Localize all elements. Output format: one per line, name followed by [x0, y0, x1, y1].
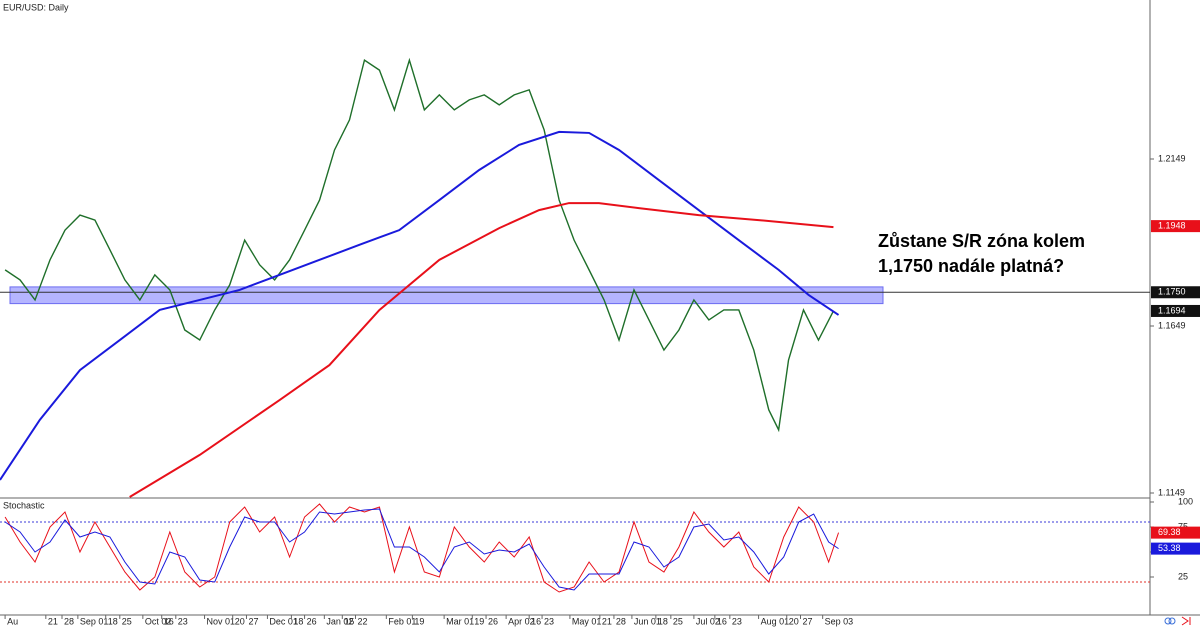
x-tick-label: 18 — [658, 616, 668, 626]
sr-zone — [9, 286, 884, 305]
series-line — [4, 57, 835, 433]
x-tick-label: 23 — [178, 616, 188, 626]
x-tick-label: May 01 — [572, 616, 602, 626]
x-tick-label: 27 — [803, 616, 813, 626]
x-tick-label: Mar 01 — [446, 616, 474, 626]
y-tick-label: 1.2149 — [1158, 153, 1186, 163]
price-tag — [1151, 220, 1200, 233]
x-tick-label: 16 — [164, 616, 174, 626]
price-tag — [1151, 526, 1200, 539]
x-tick-label: 16 — [717, 616, 727, 626]
price-tag-label: 1.1948 — [1158, 220, 1186, 230]
icon — [1164, 617, 1172, 625]
x-tick-label: Jun 01 — [634, 616, 661, 626]
series-line — [129, 202, 834, 498]
x-tick-label: 16 — [531, 616, 541, 626]
x-tick-label: Au — [7, 616, 18, 626]
toolbar-icons — [1164, 616, 1191, 626]
x-tick-label: 18 — [293, 616, 303, 626]
x-tick-label: 25 — [673, 616, 683, 626]
annotation-line: Zůstane S/R zóna kolem — [878, 231, 1086, 251]
price-tag — [1151, 304, 1200, 317]
y-tick-label: 1.1149 — [1158, 487, 1185, 497]
x-tick-label: Jul 02 — [696, 616, 720, 626]
price-tag-label: 53.38 — [1158, 543, 1181, 553]
x-tick-label: 20 — [235, 616, 245, 626]
x-tick-label: 15 — [344, 616, 354, 626]
x-tick-label: 21 — [48, 616, 58, 626]
x-tick-label: 21 — [602, 616, 612, 626]
price-tag — [1151, 542, 1200, 555]
stochastic-title: Stochastic — [3, 500, 45, 510]
chart-title: EUR/USD: Daily — [3, 2, 69, 12]
y-tick-label: 75 — [1178, 521, 1188, 531]
x-tick-label: 22 — [357, 616, 367, 626]
x-tick-label: Sep 03 — [825, 616, 854, 626]
x-tick-label: 20 — [789, 616, 799, 626]
x-tick-label: 19 — [414, 616, 424, 626]
price-tag-label: 1.1750 — [1158, 287, 1186, 297]
x-tick-label: 23 — [544, 616, 554, 626]
x-tick-label: 25 — [122, 616, 132, 626]
y-tick-label: 25 — [1178, 571, 1188, 581]
x-tick-label: 18 — [108, 616, 118, 626]
x-tick-label: Dec 01 — [269, 616, 298, 626]
x-tick-label: 26 — [307, 616, 317, 626]
x-tick-label: Oct 02 — [145, 616, 172, 626]
x-tick-label: 27 — [248, 616, 258, 626]
price-tag-label: 69.38 — [1158, 527, 1181, 537]
x-tick-label: 26 — [488, 616, 498, 626]
price-tag-label: 1.1694 — [1158, 305, 1186, 315]
icon — [1181, 616, 1191, 626]
y-tick-label: 100 — [1178, 496, 1193, 506]
x-tick-label: Apr 02 — [508, 616, 535, 626]
x-tick-label: Feb 01 — [388, 616, 416, 626]
x-tick-label: 19 — [474, 616, 484, 626]
x-tick-label: Jan 02 — [326, 616, 353, 626]
x-tick-label: 28 — [616, 616, 626, 626]
x-tick-label: 28 — [64, 616, 74, 626]
icon — [1168, 617, 1176, 625]
annotation: Zůstane S/R zóna kolem 1,1750 nadále pla… — [878, 229, 1085, 279]
x-tick-label: Aug 01 — [761, 616, 790, 626]
annotation-line: 1,1750 nadále platná? — [878, 256, 1065, 276]
stochastic-line — [4, 508, 839, 591]
series-line — [0, 130, 840, 481]
x-tick-label: Sep 01 — [80, 616, 109, 626]
price-tag — [1151, 286, 1200, 299]
x-tick-label: Nov 01 — [207, 616, 236, 626]
x-tick-label: 23 — [732, 616, 742, 626]
title-box — [1, 500, 41, 511]
y-tick-label: 1.1649 — [1158, 320, 1186, 330]
title-box — [1, 1, 61, 13]
